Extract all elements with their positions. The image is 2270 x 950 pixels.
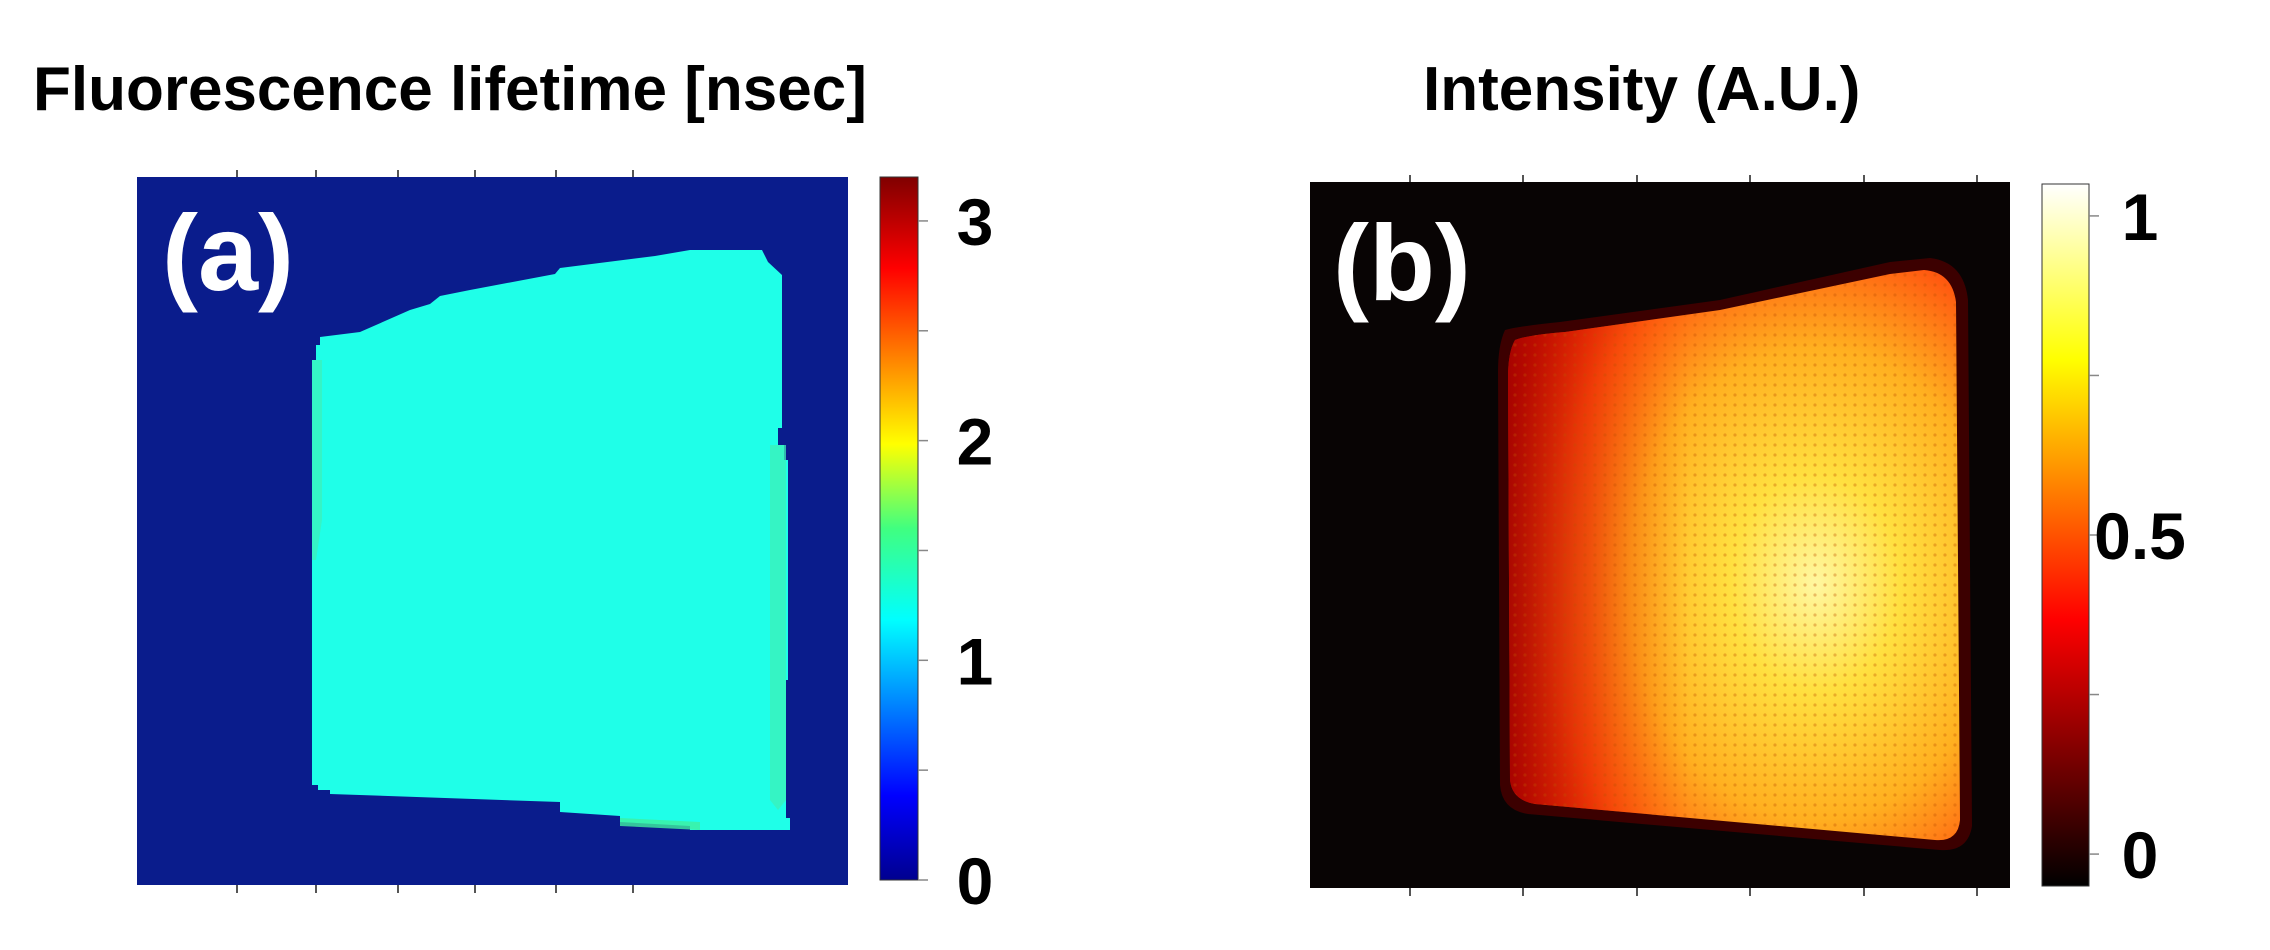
panel-a-edge-left (312, 360, 322, 560)
colorbar-tick-label: 0 (2122, 818, 2159, 892)
panel-b-colorbar-labels: 00.51 (2094, 180, 2186, 892)
panel-a-label: (a) (162, 192, 294, 313)
panel-b-intensity: Intensity (A.U.) (b) 00.51 (1310, 55, 2186, 896)
panel-b-title: Intensity (A.U.) (1423, 55, 1860, 124)
panel-a-axis-ticks (236, 170, 634, 893)
panel-b-colorbar-ticks (2089, 215, 2099, 855)
colorbar-tick-label: 3 (957, 185, 994, 259)
panel-b-axis-ticks (1409, 175, 1978, 896)
panel-a-colorbar-labels: 0 1 2 3 (957, 185, 994, 918)
panel-b-colorbar (2041, 183, 2090, 887)
colorbar-tick-label: 1 (957, 624, 994, 698)
colorbar-tick-label: 0.5 (2094, 499, 2186, 573)
panel-a-lifetime-region (312, 250, 790, 830)
panel-a-colorbar (879, 176, 919, 881)
colorbar-tick-label: 2 (957, 405, 994, 479)
panel-a-title: Fluorescence lifetime [nsec] (33, 55, 867, 124)
panel-a-lifetime: Fluorescence lifetime [nsec] (a) 0 1 2 3 (33, 55, 993, 918)
panel-b-label: (b) (1333, 202, 1471, 323)
colorbar-tick-label: 1 (2122, 180, 2159, 254)
panel-a-colorbar-ticks (918, 220, 928, 881)
panel-b-region-texture (1508, 270, 1960, 841)
panel-a-edge-right (770, 445, 786, 810)
panel-a-edge-bottom (620, 818, 700, 830)
colorbar-tick-label: 0 (957, 844, 994, 918)
